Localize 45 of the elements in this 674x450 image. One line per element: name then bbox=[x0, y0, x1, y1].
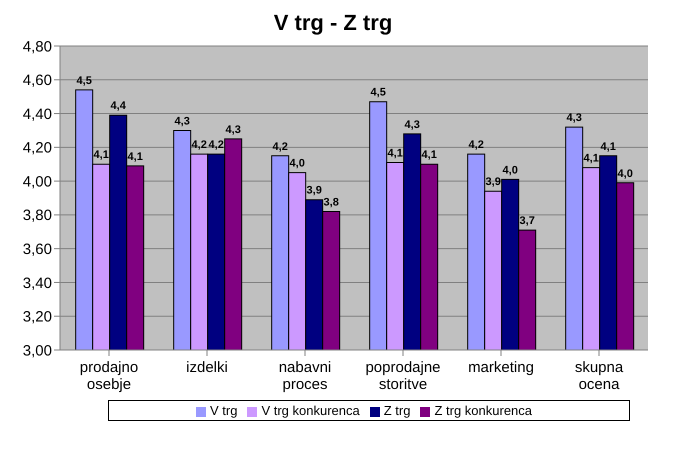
y-tick-label: 4,40 bbox=[22, 106, 52, 123]
legend-label: V trg konkurenca bbox=[261, 403, 360, 418]
data-label: 4,2 bbox=[208, 139, 224, 152]
legend-label: V trg bbox=[210, 403, 238, 418]
chart-title: V trg - Z trg bbox=[272, 10, 394, 36]
data-label: 3,9 bbox=[306, 184, 322, 197]
data-label: 4,1 bbox=[94, 149, 109, 162]
y-tick-label: 3,80 bbox=[22, 207, 52, 224]
x-tick-label: izdelki bbox=[186, 359, 228, 376]
y-tick-label: 3,40 bbox=[22, 274, 52, 292]
y-tick-label: 4,80 bbox=[22, 38, 52, 56]
y-tick-label: 4,20 bbox=[22, 140, 52, 157]
data-label: 4,5 bbox=[76, 74, 92, 87]
data-label: 4,3 bbox=[566, 112, 582, 124]
data-label: 4,1 bbox=[600, 140, 616, 153]
data-label: 4,0 bbox=[290, 158, 305, 170]
y-tick-label: 4,60 bbox=[22, 72, 52, 90]
data-label: 3,8 bbox=[324, 196, 339, 209]
x-tick-label: nabavni proces bbox=[278, 359, 332, 393]
data-label: 3,7 bbox=[520, 215, 535, 228]
data-label: 4,2 bbox=[192, 139, 207, 152]
y-tick-label: 3,20 bbox=[22, 308, 52, 326]
data-label: 4,0 bbox=[502, 164, 518, 176]
legend-label: Z trg konkurenca bbox=[434, 403, 532, 418]
x-tick-label: poprodajne storitve bbox=[365, 359, 441, 393]
data-label: 4,5 bbox=[370, 86, 386, 99]
data-label: 4,2 bbox=[272, 140, 288, 153]
data-label: 4,0 bbox=[618, 168, 633, 180]
data-label: 4,3 bbox=[174, 115, 190, 128]
data-label: 4,1 bbox=[388, 148, 403, 160]
data-label: 4,1 bbox=[422, 149, 437, 162]
data-label: 4,1 bbox=[128, 150, 143, 163]
legend-label: Z trg bbox=[384, 403, 410, 418]
x-tick-label: prodajno osebje bbox=[80, 359, 138, 393]
y-tick-label: 3,60 bbox=[22, 240, 52, 258]
data-label: 4,3 bbox=[404, 118, 420, 131]
data-label: 4,1 bbox=[584, 152, 599, 165]
x-tick-label: skupna ocena bbox=[574, 359, 624, 393]
y-tick-label: 4,00 bbox=[22, 173, 52, 190]
y-tick-label: 3,00 bbox=[22, 342, 52, 360]
data-label: 4,3 bbox=[226, 124, 241, 136]
x-tick-label: marketing bbox=[468, 359, 534, 376]
data-label: 3,9 bbox=[486, 176, 501, 188]
data-label: 4,4 bbox=[110, 100, 127, 112]
data-label: 4,2 bbox=[468, 139, 484, 152]
